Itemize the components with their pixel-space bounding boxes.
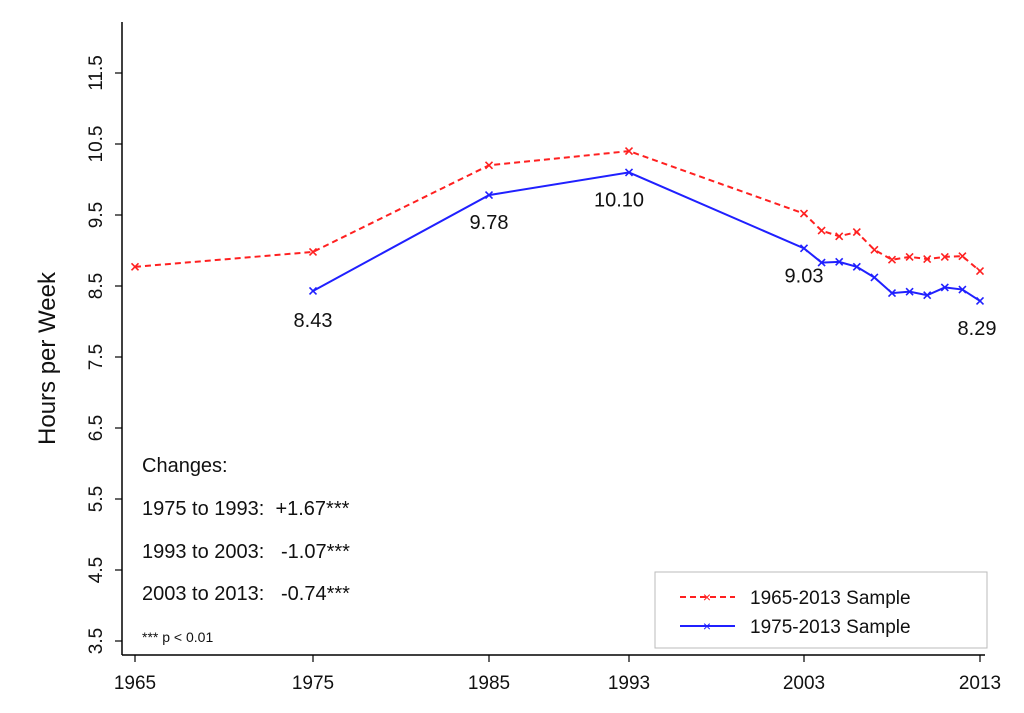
data-point — [923, 291, 932, 300]
data-point — [940, 283, 949, 292]
marker-stroke — [940, 283, 949, 292]
series-line-1975-2013 Sample — [312, 171, 981, 302]
y-tick-label: 7.5 — [86, 344, 107, 370]
marker-stroke — [130, 262, 140, 271]
marker-stroke — [624, 147, 634, 156]
marker-stroke — [905, 287, 914, 296]
data-label: 8.43 — [294, 310, 333, 332]
data-point — [852, 227, 861, 237]
y-tick-label: 3.5 — [86, 628, 107, 654]
x-tick-label: 1965 — [114, 673, 156, 694]
marker-stroke — [852, 227, 861, 237]
data-point — [887, 289, 897, 298]
y-axis-title: Hours per Week — [34, 271, 61, 445]
marker-stroke — [870, 273, 879, 282]
data-point — [130, 262, 140, 271]
marker-stroke — [905, 252, 914, 261]
data-labels: 8.43 9.78 10.10 9.03 8.29 — [294, 189, 997, 340]
data-point — [484, 161, 494, 170]
data-point — [308, 286, 318, 296]
marker-stroke — [887, 255, 897, 264]
data-point — [905, 287, 914, 296]
marker-stroke — [484, 161, 494, 170]
marker-stroke — [870, 245, 879, 254]
data-point — [958, 252, 967, 261]
y-tick-label: 6.5 — [86, 415, 107, 441]
y-tick-label: 4.5 — [86, 557, 107, 583]
y-tick-label: 10.5 — [86, 126, 107, 163]
change-line-1: 1975 to 1993: +1.67*** — [142, 498, 350, 520]
change-line-2: 1993 to 2003: -1.07*** — [142, 541, 350, 563]
series-layer — [130, 147, 985, 305]
data-label: 9.78 — [470, 212, 509, 234]
series-line-1965-2013 Sample — [134, 150, 981, 272]
data-point — [624, 147, 634, 156]
x-tick-label: 2003 — [783, 673, 825, 694]
marker-stroke — [940, 252, 949, 261]
marker-stroke — [817, 258, 826, 267]
marker-stroke — [799, 244, 809, 253]
marker-stroke — [308, 286, 318, 296]
data-point — [923, 254, 932, 264]
marker-stroke — [624, 168, 634, 177]
data-label: 9.03 — [785, 265, 824, 287]
x-tick-label: 1975 — [292, 673, 334, 694]
data-point — [835, 232, 844, 241]
marker-stroke — [484, 191, 494, 200]
change-line-3: 2003 to 2013: -0.74*** — [142, 583, 350, 605]
data-point — [940, 252, 949, 261]
y-tick-label: 8.5 — [86, 273, 107, 299]
legend-label-1965-2013: 1965-2013 Sample — [750, 588, 911, 609]
data-label: 10.10 — [594, 189, 644, 211]
x-tick-label: 1985 — [468, 673, 510, 694]
data-point — [905, 252, 914, 261]
data-point — [958, 285, 967, 294]
changes-heading: Changes: — [142, 455, 228, 477]
marker-stroke — [817, 226, 826, 235]
x-tick-label: 2013 — [959, 673, 1001, 694]
data-point — [887, 255, 897, 264]
data-point — [308, 247, 318, 256]
data-point — [975, 267, 985, 276]
axes: 3.5 4.5 5.5 6.5 7.5 8.5 9.5 10.5 11.5 1965 1975 198… — [86, 22, 1001, 694]
marker-stroke — [835, 257, 844, 266]
marker-stroke — [923, 291, 932, 300]
data-point — [975, 296, 985, 305]
data-point — [484, 191, 494, 200]
marker-stroke — [958, 285, 967, 294]
marker-stroke — [975, 296, 985, 305]
legend-marker-1965-2013: × — [703, 589, 711, 605]
data-point — [870, 245, 879, 254]
marker-stroke — [308, 247, 318, 256]
data-point — [624, 168, 634, 177]
data-point — [799, 209, 809, 218]
marker-stroke — [835, 232, 844, 241]
data-point — [799, 244, 809, 253]
data-label: 8.29 — [958, 318, 997, 340]
marker-stroke — [923, 254, 932, 264]
legend: × 1965-2013 Sample × 1975-2013 Sample — [654, 571, 988, 649]
marker-stroke — [799, 209, 809, 218]
y-tick-label: 11.5 — [86, 55, 107, 91]
marker-stroke — [852, 262, 861, 271]
legend-label-1975-2013: 1975-2013 Sample — [750, 617, 911, 638]
marker-stroke — [958, 252, 967, 261]
y-tick-label: 5.5 — [86, 486, 107, 512]
changes-annotation: Changes: 1975 to 1993: +1.67*** 1993 to … — [142, 455, 350, 645]
x-tick-label: 1993 — [608, 673, 650, 694]
data-point — [817, 258, 826, 267]
legend-marker-1975-2013: × — [703, 618, 711, 634]
data-point — [870, 273, 879, 282]
marker-stroke — [887, 289, 897, 298]
significance-footnote: *** p < 0.01 — [142, 629, 213, 645]
marker-stroke — [975, 267, 985, 276]
data-point — [852, 262, 861, 271]
y-tick-label: 9.5 — [86, 202, 107, 228]
data-point — [835, 257, 844, 266]
legend-box — [654, 571, 988, 649]
data-point — [817, 226, 826, 235]
